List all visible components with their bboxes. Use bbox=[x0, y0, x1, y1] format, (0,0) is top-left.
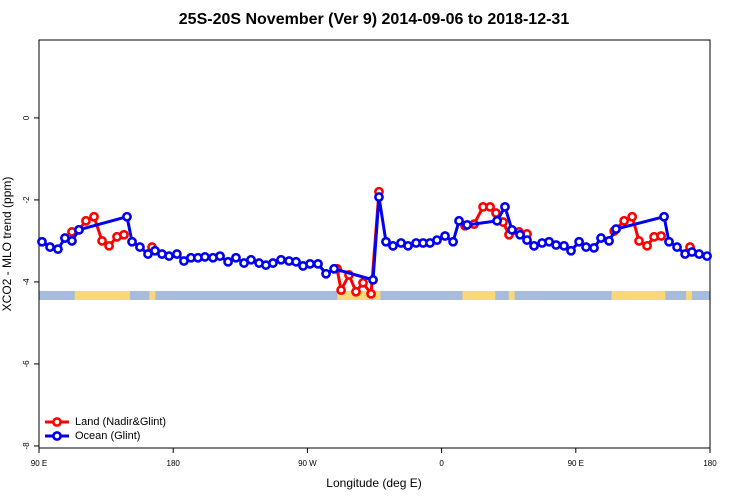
point bbox=[659, 211, 669, 222]
point bbox=[619, 215, 630, 226]
point bbox=[672, 242, 682, 252]
point bbox=[127, 236, 137, 247]
point bbox=[627, 211, 638, 222]
point bbox=[634, 236, 644, 246]
point bbox=[305, 258, 315, 269]
point bbox=[37, 236, 47, 247]
point bbox=[656, 231, 666, 241]
y-tick-label: -8 bbox=[22, 442, 31, 450]
point bbox=[223, 256, 233, 267]
land-band bbox=[74, 290, 130, 300]
point bbox=[694, 249, 705, 259]
point bbox=[604, 236, 614, 246]
point bbox=[448, 236, 458, 247]
point bbox=[581, 242, 591, 252]
y-axis-label: XCO2 - MLO trend (ppm) bbox=[0, 177, 14, 312]
chart-title: 25S-20S November (Ver 9) 2014-09-06 to 2… bbox=[179, 11, 570, 28]
land-band bbox=[686, 290, 693, 300]
point bbox=[432, 235, 442, 246]
point bbox=[515, 229, 525, 240]
point bbox=[589, 242, 599, 253]
x-tick-label: 90 W bbox=[298, 459, 317, 468]
point bbox=[566, 245, 576, 256]
legend-label: Ocean (Glint) bbox=[75, 430, 140, 442]
point bbox=[529, 240, 539, 251]
x-tick-label: 180 bbox=[167, 459, 181, 468]
point bbox=[67, 236, 77, 246]
point bbox=[97, 236, 107, 246]
point bbox=[351, 286, 361, 297]
land-band bbox=[149, 290, 156, 300]
point bbox=[74, 224, 84, 235]
x-axis-label: Longitude (deg E) bbox=[326, 476, 421, 490]
point bbox=[329, 263, 339, 274]
point bbox=[462, 220, 472, 230]
y-tick-label: -4 bbox=[22, 278, 31, 286]
point bbox=[551, 240, 562, 250]
point bbox=[388, 240, 398, 251]
point bbox=[492, 215, 502, 226]
point bbox=[45, 242, 55, 252]
point bbox=[611, 224, 621, 234]
y-tick-label: -2 bbox=[22, 196, 31, 204]
point bbox=[485, 201, 495, 212]
point bbox=[596, 233, 606, 243]
legend-label: Land (Nadir&Glint) bbox=[75, 416, 166, 428]
legend-marker bbox=[52, 431, 62, 441]
point bbox=[454, 215, 464, 226]
point bbox=[200, 252, 210, 262]
point bbox=[507, 224, 517, 235]
point bbox=[276, 254, 286, 265]
point bbox=[366, 288, 376, 299]
point bbox=[321, 268, 331, 279]
point bbox=[358, 277, 368, 288]
y-tick-label: -6 bbox=[22, 360, 31, 368]
y-tick-label: 0 bbox=[22, 115, 31, 120]
point bbox=[403, 240, 413, 251]
point bbox=[664, 236, 674, 247]
point bbox=[246, 254, 256, 265]
point bbox=[374, 192, 384, 202]
point bbox=[313, 258, 323, 269]
x-tick-label: 180 bbox=[703, 459, 717, 468]
point bbox=[522, 235, 532, 246]
x-tick-label: 90 E bbox=[568, 459, 584, 468]
land-band bbox=[462, 290, 496, 300]
point bbox=[381, 236, 391, 247]
point bbox=[135, 242, 145, 252]
point bbox=[119, 229, 129, 240]
point bbox=[702, 251, 712, 261]
point bbox=[81, 215, 91, 226]
point bbox=[215, 251, 225, 261]
point bbox=[559, 240, 569, 251]
land-band bbox=[508, 290, 515, 300]
point bbox=[291, 256, 301, 267]
point bbox=[574, 236, 584, 247]
point bbox=[89, 211, 99, 222]
x-tick-label: 0 bbox=[439, 459, 444, 468]
point bbox=[231, 252, 241, 263]
point bbox=[172, 249, 182, 259]
point bbox=[164, 251, 174, 261]
point bbox=[440, 231, 450, 241]
point bbox=[104, 240, 114, 251]
legend-marker bbox=[52, 417, 62, 427]
point bbox=[336, 285, 346, 296]
point bbox=[642, 240, 652, 251]
point bbox=[500, 201, 510, 212]
point bbox=[368, 274, 378, 285]
point bbox=[268, 258, 278, 268]
point bbox=[122, 211, 132, 222]
land-band bbox=[611, 290, 666, 300]
x-tick-label: 90 E bbox=[31, 459, 47, 468]
point bbox=[53, 244, 63, 255]
